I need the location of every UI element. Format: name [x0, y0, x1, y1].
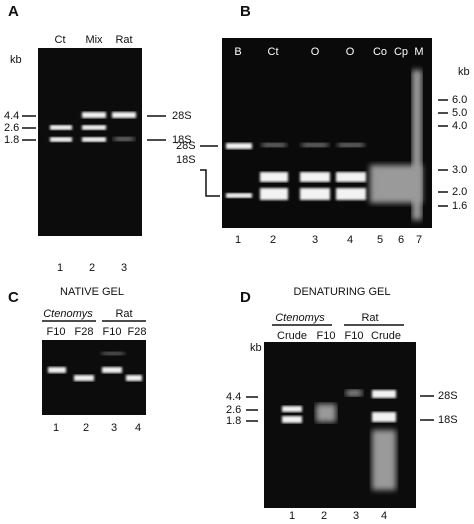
lane-label: F10 [345, 330, 364, 342]
lane-label: Cp [394, 46, 408, 58]
lane-label: Ct [55, 34, 66, 46]
unit: kb [250, 342, 262, 354]
group-label: Ctenomys [43, 308, 93, 320]
rrna-marker: 28S [172, 110, 192, 122]
lane-number: 6 [398, 234, 404, 246]
lane-number: 1 [289, 510, 295, 522]
lane-label: Mix [85, 34, 103, 46]
lane-number: 2 [321, 510, 327, 522]
lane-label: Co [373, 46, 387, 58]
rrna-marker: 18S [172, 134, 192, 146]
panel-label: D [240, 289, 251, 306]
lane-number: 2 [83, 422, 89, 434]
size-marker: 4.0 [452, 120, 467, 132]
bands [48, 352, 142, 381]
size-marker: 4.4 [226, 391, 241, 403]
size-marker: 5.0 [452, 107, 467, 119]
bands [50, 112, 136, 142]
lane-label: F10 [47, 326, 66, 338]
size-marker: 2.6 [226, 404, 241, 416]
lane-label: M [414, 46, 423, 58]
size-marker: 2.0 [452, 186, 467, 198]
unit: kb [10, 54, 22, 66]
size-marker: 1.8 [226, 415, 241, 427]
panel-label: A [8, 3, 19, 20]
lane-number: 3 [121, 262, 127, 274]
bands [282, 390, 396, 490]
lane-number: 3 [111, 422, 117, 434]
lane-label: O [311, 46, 320, 58]
size-marker: 3.0 [452, 164, 467, 176]
lane-number: 2 [270, 234, 276, 246]
lane-number: 1 [57, 262, 63, 274]
lane-number: 3 [353, 510, 359, 522]
unit: kb [458, 66, 470, 78]
panel-title: NATIVE GEL [60, 286, 124, 298]
lane-label: O [346, 46, 355, 58]
lane-label: F10 [317, 330, 336, 342]
lane-label: F28 [75, 326, 94, 338]
group-label: Rat [115, 308, 132, 320]
lane-label: Crude [371, 330, 401, 342]
lane-label: F28 [128, 326, 147, 338]
lane-label: B [234, 46, 241, 58]
panel-label: B [240, 3, 251, 20]
rrna-marker: 18S [176, 154, 196, 166]
rrna-marker: 18S [438, 414, 458, 426]
rrna-marker: 28S [438, 390, 458, 402]
lane-number: 7 [416, 234, 422, 246]
group-label: Rat [361, 312, 378, 324]
lane-number: 1 [53, 422, 59, 434]
lane-label: Crude [277, 330, 307, 342]
lane-number: 4 [381, 510, 387, 522]
size-marker: 1.8 [4, 134, 19, 146]
lane-number: 2 [89, 262, 95, 274]
lane-number: 1 [235, 234, 241, 246]
size-marker: 2.6 [4, 122, 19, 134]
rrna-marker: 28S [176, 140, 196, 152]
lane-number: 3 [312, 234, 318, 246]
bracket [200, 169, 220, 197]
size-marker: 4.4 [4, 110, 19, 122]
panel-label: C [8, 289, 19, 306]
lane-number: 5 [377, 234, 383, 246]
panel-title: DENATURING GEL [294, 286, 391, 298]
lane-label: F10 [103, 326, 122, 338]
group-label: Ctenomys [275, 312, 325, 324]
lane-number: 4 [347, 234, 353, 246]
lane-label: Ct [268, 46, 279, 58]
size-marker: 6.0 [452, 94, 467, 106]
lane-label: Rat [115, 34, 132, 46]
lane-number: 4 [135, 422, 141, 434]
size-marker: 1.6 [452, 200, 467, 212]
bands [226, 70, 422, 220]
